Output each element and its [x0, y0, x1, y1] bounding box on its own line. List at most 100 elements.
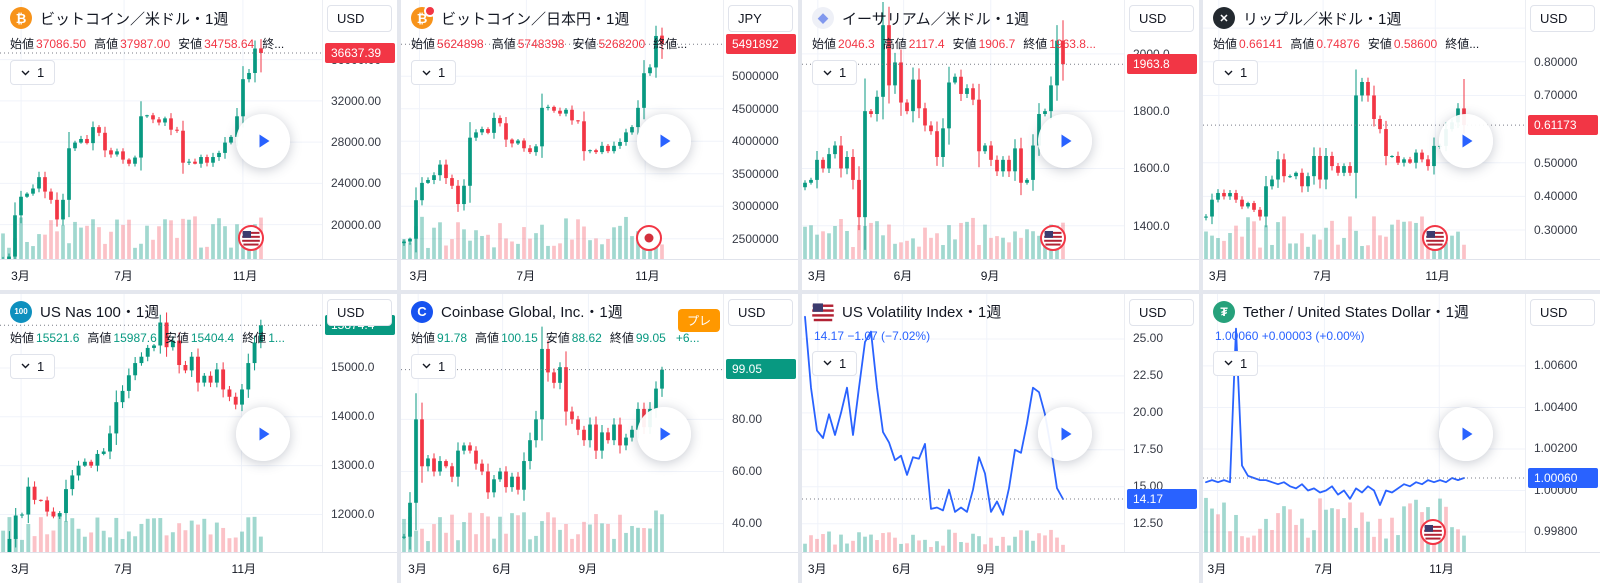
- symbol-title[interactable]: US Nas 100・1週: [40, 304, 160, 321]
- time-axis[interactable]: 3月 6月 9月: [802, 258, 1199, 290]
- interval-selector[interactable]: 1: [812, 60, 858, 85]
- price-chart-canvas[interactable]: [802, 0, 1124, 259]
- y-axis-tick: 0.40000: [1534, 189, 1578, 204]
- x-axis-tick: 6月: [492, 562, 512, 576]
- ohlc-label: 終値: [1023, 37, 1048, 51]
- play-icon: [1462, 427, 1473, 441]
- currency-selector[interactable]: USD: [1530, 5, 1595, 32]
- play-button[interactable]: [236, 407, 291, 462]
- time-axis[interactable]: 3月 7月 11月: [1203, 258, 1600, 290]
- chart-pane[interactable]: ₮ Tether / United States Dollar・1週 1.000…: [1203, 293, 1525, 552]
- ohlc-segment: 高値 15987.6: [87, 329, 156, 346]
- economic-event-marker[interactable]: [1419, 518, 1446, 545]
- interval-selector[interactable]: 1: [411, 353, 457, 379]
- interval-selector[interactable]: 1: [1213, 60, 1259, 85]
- interval-value: 1: [839, 355, 847, 371]
- play-button[interactable]: [1038, 407, 1093, 462]
- chart-pane[interactable]: C Coinbase Global, Inc.・1週 始値 91.78 高値 100.…: [401, 293, 723, 552]
- ohlc-segment: 終値...: [1445, 35, 1479, 52]
- currency-selector[interactable]: USD: [327, 298, 392, 326]
- play-button[interactable]: [637, 113, 692, 168]
- ohlc-legend: 始値 37086.50 高値 37987.00 安値 34758.64 終...: [10, 35, 284, 52]
- chart-pane[interactable]: ✕ リップル／米ドル・1週 始値 0.66141 高値 0.74876 安値 0.5860…: [1203, 0, 1525, 259]
- ohlc-segment: 始値 0.66141: [1213, 35, 1282, 52]
- price-chart-canvas[interactable]: [401, 0, 723, 259]
- interval-selector[interactable]: 1: [1213, 350, 1259, 376]
- price-axis[interactable]: USD 0.61173 0.900000.800000.700000.50000…: [1525, 0, 1600, 259]
- ohlc-label: 始値: [411, 330, 436, 345]
- x-axis-tick: 7月: [516, 268, 536, 283]
- play-icon: [1061, 427, 1072, 441]
- price-chart-canvas[interactable]: [1203, 0, 1525, 259]
- x-axis-tick: 7月: [1314, 562, 1334, 576]
- time-axis[interactable]: 3月 6月 9月: [802, 552, 1199, 583]
- ohlc-label: 終値: [609, 330, 634, 345]
- y-axis-tick: 0.70000: [1534, 88, 1578, 103]
- ohlc-segment: 安値 88.62: [546, 329, 602, 346]
- price-axis[interactable]: USD 36637.39 36000.0032000.0028000.00240…: [322, 0, 397, 259]
- price-axis[interactable]: USD 99.05 80.00 60.00 40.00: [723, 293, 798, 552]
- currency-selector[interactable]: USD: [1129, 5, 1194, 32]
- symbol-title[interactable]: US Volatility Index・1週: [842, 304, 1002, 321]
- price-axis[interactable]: USD 14.17 25.00 22.50 20.00 17.50 15.00 12.50: [1124, 293, 1199, 552]
- play-button[interactable]: [1038, 113, 1093, 168]
- y-axis-tick: 22.50: [1133, 368, 1164, 383]
- y-axis-tick: 12000.0: [331, 507, 375, 522]
- time-axis[interactable]: 3月 7月 11月: [0, 258, 397, 290]
- time-axis[interactable]: 3月 7月 11月: [401, 258, 798, 290]
- chart-pane[interactable]: US Volatility Index・1週 14.17 −1.07 (−7.0…: [802, 293, 1124, 553]
- play-button[interactable]: [236, 113, 291, 168]
- economic-event-marker[interactable]: [1039, 225, 1066, 251]
- play-button[interactable]: [1439, 407, 1494, 462]
- symbol-icon: 100: [10, 300, 32, 323]
- symbol-title[interactable]: Coinbase Global, Inc.・1週: [441, 304, 623, 321]
- economic-event-marker[interactable]: [636, 225, 663, 251]
- currency-selector[interactable]: USD: [1530, 298, 1595, 326]
- x-axis-tick: 11月: [1425, 268, 1450, 283]
- chart-pane[interactable]: ◆ イーサリアム／米ドル・1週 始値 2046.3 高値 2117.4 安値 1906.7…: [802, 0, 1124, 259]
- time-axis[interactable]: 3月 6月 9月: [401, 552, 798, 583]
- chart-pane[interactable]: ₿ ビットコイン／日本円・1週 始値 5624898 高値 5748398 安値 5268…: [401, 0, 723, 259]
- symbol-title[interactable]: ビットコイン／日本円・1週: [441, 10, 630, 28]
- symbol-title[interactable]: リップル／米ドル・1週: [1243, 10, 1402, 28]
- y-axis-tick: 24000.00: [331, 176, 382, 191]
- play-button[interactable]: [637, 407, 692, 462]
- x-axis-tick: 7月: [1313, 268, 1332, 283]
- price-chart-canvas[interactable]: [0, 0, 322, 259]
- interval-value: 1: [37, 358, 45, 374]
- currency-selector[interactable]: USD: [728, 298, 793, 326]
- symbol-title[interactable]: Tether / United States Dollar・1週: [1243, 304, 1469, 321]
- price-axis[interactable]: USD 1.00060 1.00600 1.00400 1.00200 1.00000…: [1525, 293, 1600, 552]
- price-chart-canvas[interactable]: [802, 293, 1124, 553]
- notification-dot: [424, 5, 436, 17]
- x-axis-tick: 3月: [409, 268, 429, 283]
- price-axis[interactable]: JPY 5491892 5000000 4500000 4000000 3500000…: [723, 0, 798, 259]
- y-axis-tick: 5000000: [732, 69, 779, 84]
- currency-selector[interactable]: JPY: [728, 5, 793, 32]
- panel-top: ◆ イーサリアム／米ドル・1週 始値 2046.3 高値 2117.4 安値 1906.7…: [802, 0, 1199, 259]
- chart-pane[interactable]: 100 US Nas 100・1週 始値 15521.6 高値 15987.6 安値 15…: [0, 293, 322, 552]
- currency-selector[interactable]: USD: [327, 5, 392, 32]
- play-button[interactable]: [1439, 113, 1494, 168]
- interval-selector[interactable]: 1: [10, 60, 56, 85]
- ohlc-segment: 高値 37987.00: [94, 35, 170, 52]
- panel-top: US Volatility Index・1週 14.17 −1.07 (−7.0…: [802, 293, 1199, 553]
- interval-selector[interactable]: 1: [411, 60, 457, 85]
- play-icon: [660, 427, 671, 441]
- interval-selector[interactable]: 1: [812, 350, 858, 376]
- ohlc-value: 0.66141: [1239, 37, 1283, 51]
- symbol-title[interactable]: イーサリアム／米ドル・1週: [842, 10, 1029, 28]
- symbol-title[interactable]: ビットコイン／米ドル・1週: [40, 10, 229, 28]
- chart-pane[interactable]: ₿ ビットコイン／米ドル・1週 始値 37086.50 高値 37987.00 安値 34…: [0, 0, 322, 259]
- us-flag-icon: [1423, 522, 1442, 541]
- ohlc-segment: 始値 2046.3: [812, 35, 875, 52]
- time-axis[interactable]: 3月 7月 11月: [1203, 552, 1600, 583]
- currency-selector[interactable]: USD: [1129, 298, 1194, 326]
- time-axis[interactable]: 3月 7月 11月: [0, 552, 397, 583]
- economic-event-marker[interactable]: [237, 225, 264, 251]
- last-price-badge: 1963.8: [1127, 54, 1197, 75]
- economic-event-marker[interactable]: [1422, 225, 1449, 251]
- interval-selector[interactable]: 1: [10, 353, 56, 379]
